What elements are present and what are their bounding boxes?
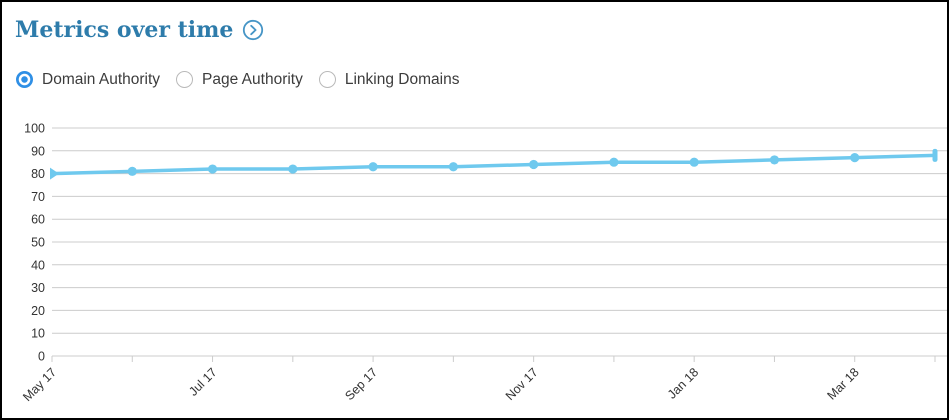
radio-button-icon[interactable] — [176, 71, 194, 88]
y-axis-label: 0 — [38, 350, 45, 364]
x-axis-label: Nov 17 — [503, 365, 541, 403]
y-axis-label: 60 — [31, 213, 45, 227]
x-axis-label: Mar 18 — [824, 365, 861, 402]
y-axis-label: 80 — [31, 167, 45, 181]
radio-button-icon[interactable] — [318, 71, 336, 88]
y-axis-label: 30 — [31, 281, 45, 295]
x-axis-label: Jul 17 — [186, 365, 220, 399]
data-point[interactable] — [368, 162, 378, 172]
data-point[interactable] — [850, 153, 860, 163]
radio-button-icon[interactable] — [16, 71, 33, 88]
radio-label: Domain Authority — [42, 71, 161, 88]
x-axis-label: Jan 18 — [665, 365, 701, 401]
data-point[interactable] — [769, 155, 780, 165]
y-axis-label: 90 — [31, 144, 45, 158]
data-point[interactable] — [689, 157, 699, 167]
page-title: Metrics over time — [15, 17, 234, 43]
line-end-marker — [932, 148, 938, 162]
metrics-chart: 0 10 20 30 40 50 60 70 80 90 100 May 17 Jul 17 Sep 17… — [20, 122, 947, 404]
domain-authority-line — [50, 153, 937, 176]
radio-domain-authority[interactable]: Domain Authority — [16, 71, 160, 88]
y-axis-label: 20 — [31, 304, 45, 318]
radio-label: Linking Domains — [344, 71, 460, 88]
chevron-right-circle-icon[interactable] — [242, 19, 264, 41]
y-axis-label: 50 — [31, 236, 45, 250]
y-axis-label: 10 — [31, 327, 45, 341]
data-point[interactable] — [127, 166, 137, 176]
data-point[interactable] — [288, 164, 298, 174]
data-point[interactable] — [529, 159, 539, 170]
y-axis-label: 70 — [31, 190, 45, 204]
y-axis-label: 40 — [31, 258, 45, 272]
x-axis-label: May 17 — [20, 365, 59, 404]
radio-label: Page Authority — [202, 71, 303, 88]
data-point[interactable] — [448, 162, 458, 172]
data-point[interactable] — [207, 164, 218, 174]
metric-radio-group: Domain Authority Page Authority Linking … — [16, 71, 459, 88]
line-start-marker — [50, 167, 59, 180]
radio-linking-domains[interactable]: Linking Domains — [318, 71, 460, 88]
y-axis-label: 100 — [24, 122, 45, 136]
radio-page-authority[interactable]: Page Authority — [176, 71, 303, 88]
card-header: Metrics over time — [15, 16, 264, 44]
data-point[interactable] — [609, 157, 619, 167]
x-axis-label: Sep 17 — [342, 365, 380, 403]
